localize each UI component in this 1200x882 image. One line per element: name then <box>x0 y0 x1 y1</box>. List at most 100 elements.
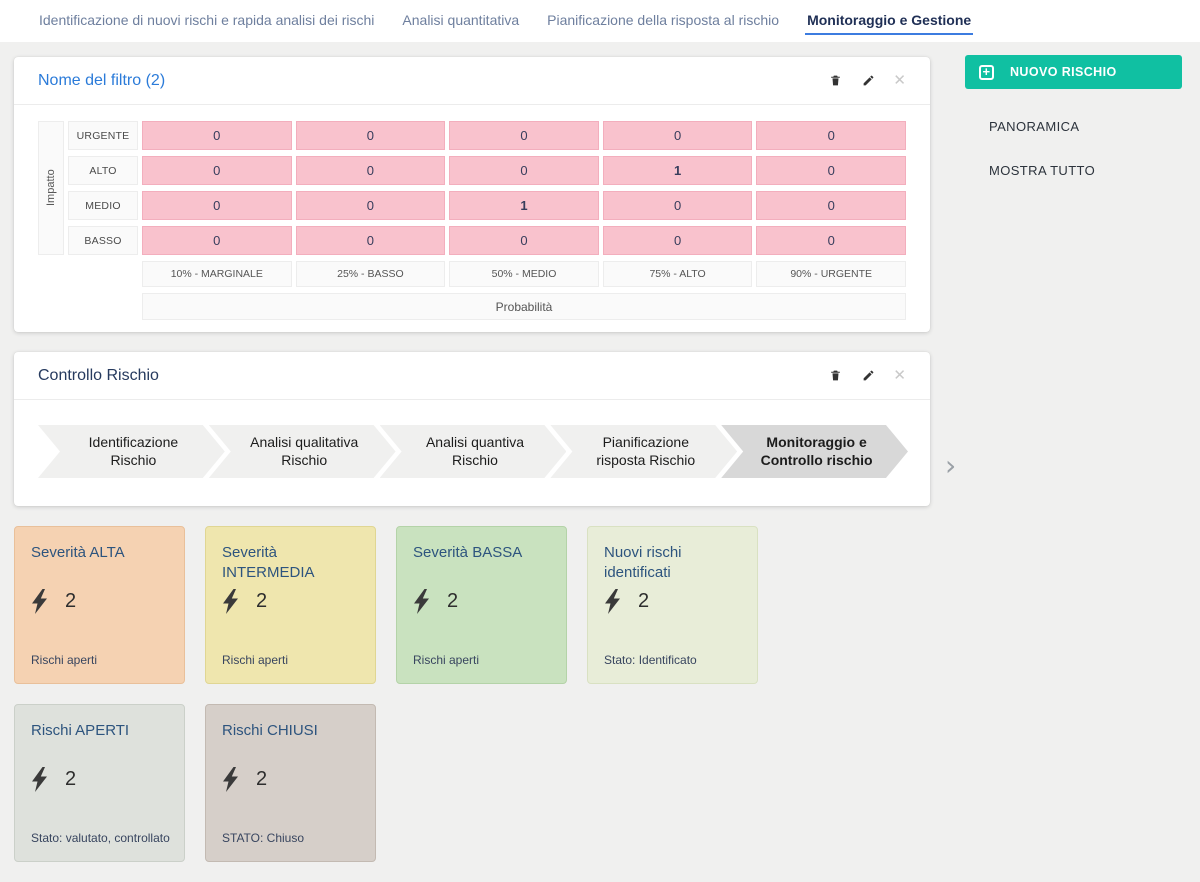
card-value-row: 2 <box>222 767 361 792</box>
sidebar-item-mostra-tutto[interactable]: MOSTRA TUTTO <box>989 163 1096 178</box>
tab-pianificazione[interactable]: Pianificazione della risposta al rischio <box>547 11 780 28</box>
filter-panel-body: Impatto URGENTE 0 0 0 0 0 ALTO 0 0 0 1 0… <box>14 105 930 332</box>
matrix-column-label: 10% - MARGINALE <box>142 261 292 287</box>
matrix-cell[interactable]: 0 <box>295 121 446 150</box>
card-footer: Rischi aperti <box>413 652 480 667</box>
matrix-cell[interactable]: 1 <box>602 156 753 185</box>
card-title: Severità BASSA <box>413 544 523 561</box>
card-title: Rischi CHIUSI <box>222 722 318 739</box>
card-count: 2 <box>256 590 268 612</box>
matrix-cell[interactable]: 0 <box>756 226 906 255</box>
card-footer: Stato: Identificato <box>604 652 697 667</box>
step-identificazione-rischio[interactable]: Identificazione Rischio <box>38 425 225 478</box>
step-pianificazione-risposta[interactable]: Pianificazione risposta Rischio <box>550 425 737 478</box>
card-value-row: 2 <box>413 589 552 614</box>
plus-icon: + <box>979 64 994 80</box>
matrix-row-label: URGENTE <box>68 121 138 150</box>
card-value-row: 2 <box>222 589 361 614</box>
matrix-cell[interactable]: 0 <box>756 156 906 185</box>
matrix-column-label: 90% - URGENTE <box>756 261 906 287</box>
cards-row-1: Severità ALTA 2 Rischi aperti Severità I… <box>14 526 930 684</box>
tab-identificazione[interactable]: Identificazione di nuovi rischi e rapida… <box>39 11 375 28</box>
card-rischi-chiusi[interactable]: Rischi CHIUSI 2 STATO: Chiuso <box>205 704 376 862</box>
matrix-row-label: MEDIO <box>68 191 138 220</box>
card-title: Nuovi rischi identificati <box>604 544 682 582</box>
lightning-icon <box>31 767 48 792</box>
tab-monitoraggio[interactable]: Monitoraggio e Gestione <box>805 8 974 35</box>
step-analisi-qualitativa[interactable]: Analisi qualitativa Rischio <box>209 425 396 478</box>
pencil-icon[interactable] <box>860 73 876 89</box>
main-content: Nome del filtro (2) ✕ Impatto URGENTE 0 … <box>14 57 930 882</box>
matrix-cell[interactable]: 0 <box>295 226 446 255</box>
matrix-cell[interactable]: 0 <box>756 121 906 150</box>
matrix-cell[interactable]: 0 <box>602 121 753 150</box>
card-footer: Rischi aperti <box>222 652 289 667</box>
matrix-cell[interactable]: 0 <box>295 156 446 185</box>
matrix-cell[interactable]: 0 <box>142 191 292 220</box>
close-icon[interactable]: ✕ <box>893 367 906 384</box>
trash-icon[interactable] <box>827 368 843 384</box>
card-count: 2 <box>65 768 77 790</box>
tab-analisi-quantitativa[interactable]: Analisi quantitativa <box>402 11 520 28</box>
sidebar-item-panoramica[interactable]: PANORAMICA <box>989 119 1080 134</box>
matrix-cell[interactable]: 0 <box>449 156 599 185</box>
matrix-cell[interactable]: 0 <box>449 226 599 255</box>
top-navigation: Identificazione di nuovi rischi e rapida… <box>0 0 1200 42</box>
matrix-cell[interactable]: 0 <box>756 191 906 220</box>
card-value-row: 2 <box>31 589 170 614</box>
filter-panel-actions: ✕ <box>827 73 906 89</box>
matrix-column-label: 50% - MEDIO <box>449 261 599 287</box>
risk-control-title: Controllo Rischio <box>38 366 159 384</box>
new-risk-button-label: NUOVO RISCHIO <box>1010 65 1117 79</box>
card-count: 2 <box>447 590 459 612</box>
chevron-right-icon[interactable]: › <box>945 449 957 482</box>
matrix-cell[interactable]: 0 <box>602 226 753 255</box>
card-title: Severità INTERMEDIA <box>222 544 315 582</box>
card-count: 2 <box>256 768 268 790</box>
close-icon[interactable]: ✕ <box>893 72 906 89</box>
card-count: 2 <box>65 590 77 612</box>
matrix-cell[interactable]: 0 <box>449 121 599 150</box>
lightning-icon <box>222 589 239 614</box>
card-footer: Rischi aperti <box>31 652 98 667</box>
card-count: 2 <box>638 590 650 612</box>
risk-control-body: Identificazione Rischio Analisi qualitat… <box>14 400 930 506</box>
filter-panel: Nome del filtro (2) ✕ Impatto URGENTE 0 … <box>14 57 930 332</box>
risk-control-actions: ✕ <box>827 368 906 384</box>
card-footer: Stato: valutato, controllato <box>31 830 170 845</box>
risk-control-panel: Controllo Rischio ✕ Identificazione Risc… <box>14 352 930 506</box>
card-severita-intermedia[interactable]: Severità INTERMEDIA 2 Rischi aperti <box>205 526 376 684</box>
card-severita-alta[interactable]: Severità ALTA 2 Rischi aperti <box>14 526 185 684</box>
risk-matrix: Impatto URGENTE 0 0 0 0 0 ALTO 0 0 0 1 0… <box>38 121 906 320</box>
matrix-cell[interactable]: 1 <box>449 191 599 220</box>
step-analisi-quantitativa[interactable]: Analisi quantiva Rischio <box>380 425 567 478</box>
card-title: Rischi APERTI <box>31 722 130 739</box>
matrix-cell[interactable]: 0 <box>142 226 292 255</box>
lightning-icon <box>604 589 621 614</box>
matrix-cell[interactable]: 0 <box>295 191 446 220</box>
filter-panel-header: Nome del filtro (2) ✕ <box>14 57 930 105</box>
step-monitoraggio-controllo[interactable]: Monitoraggio e Controllo rischio <box>721 425 908 478</box>
card-value-row: 2 <box>31 767 170 792</box>
right-sidebar: + NUOVO RISCHIO PANORAMICA MOSTRA TUTTO <box>965 55 1182 193</box>
filter-panel-title: Nome del filtro (2) <box>38 71 166 89</box>
lightning-icon <box>222 767 239 792</box>
new-risk-button[interactable]: + NUOVO RISCHIO <box>965 55 1182 89</box>
sidebar-items: PANORAMICA MOSTRA TUTTO <box>965 105 1182 193</box>
cards-row-2: Rischi APERTI 2 Stato: valutato, control… <box>14 704 930 862</box>
matrix-cell[interactable]: 0 <box>142 156 292 185</box>
matrix-cell[interactable]: 0 <box>142 121 292 150</box>
card-rischi-aperti[interactable]: Rischi APERTI 2 Stato: valutato, control… <box>14 704 185 862</box>
matrix-column-label: 25% - BASSO <box>295 261 446 287</box>
card-footer: STATO: Chiuso <box>222 830 305 845</box>
card-title: Severità ALTA <box>31 544 125 561</box>
matrix-row-label: ALTO <box>68 156 138 185</box>
pencil-icon[interactable] <box>860 368 876 384</box>
card-nuovi-rischi[interactable]: Nuovi rischi identificati 2 Stato: Ident… <box>587 526 758 684</box>
card-severita-bassa[interactable]: Severità BASSA 2 Rischi aperti <box>396 526 567 684</box>
risk-process-steps: Identificazione Rischio Analisi qualitat… <box>38 425 908 478</box>
lightning-icon <box>31 589 48 614</box>
matrix-cell[interactable]: 0 <box>602 191 753 220</box>
risk-control-header: Controllo Rischio ✕ <box>14 352 930 400</box>
trash-icon[interactable] <box>827 73 843 89</box>
